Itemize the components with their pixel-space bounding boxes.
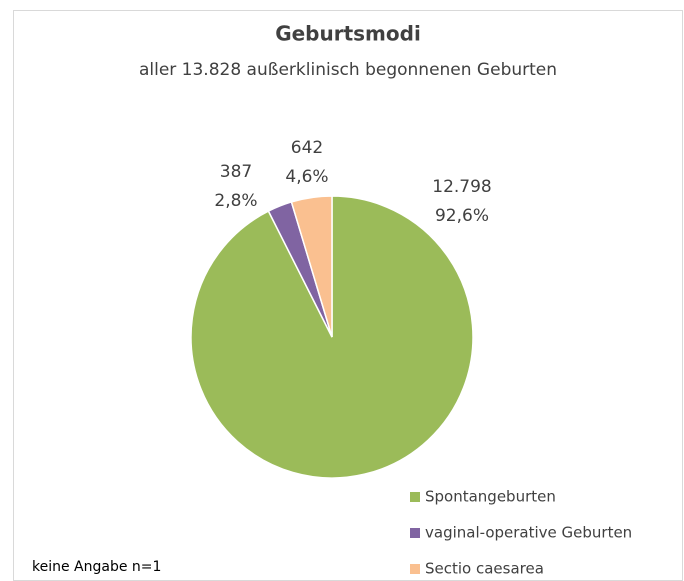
legend-label: vaginal-operative Geburten [425, 524, 632, 542]
legend-swatch [410, 492, 420, 502]
chart-title: Geburtsmodi [275, 22, 421, 46]
percent-label: 92,6% [435, 206, 489, 226]
legend-label: Sectio caesarea [425, 560, 544, 578]
chart-subtitle: aller 13.828 außerklinisch begonnenen Ge… [139, 60, 557, 80]
legend-swatch [410, 528, 420, 538]
pie-slice [290, 195, 333, 338]
legend-swatch [410, 564, 420, 574]
percent-label: 2,8% [214, 191, 257, 211]
data-label: 642 [291, 138, 323, 158]
note: keine Angabe n=1 [32, 559, 161, 575]
data-label: 12.798 [432, 177, 491, 197]
data-label: 387 [220, 162, 252, 182]
percent-label: 4,6% [285, 167, 328, 187]
legend-label: Spontangeburten [425, 488, 556, 506]
